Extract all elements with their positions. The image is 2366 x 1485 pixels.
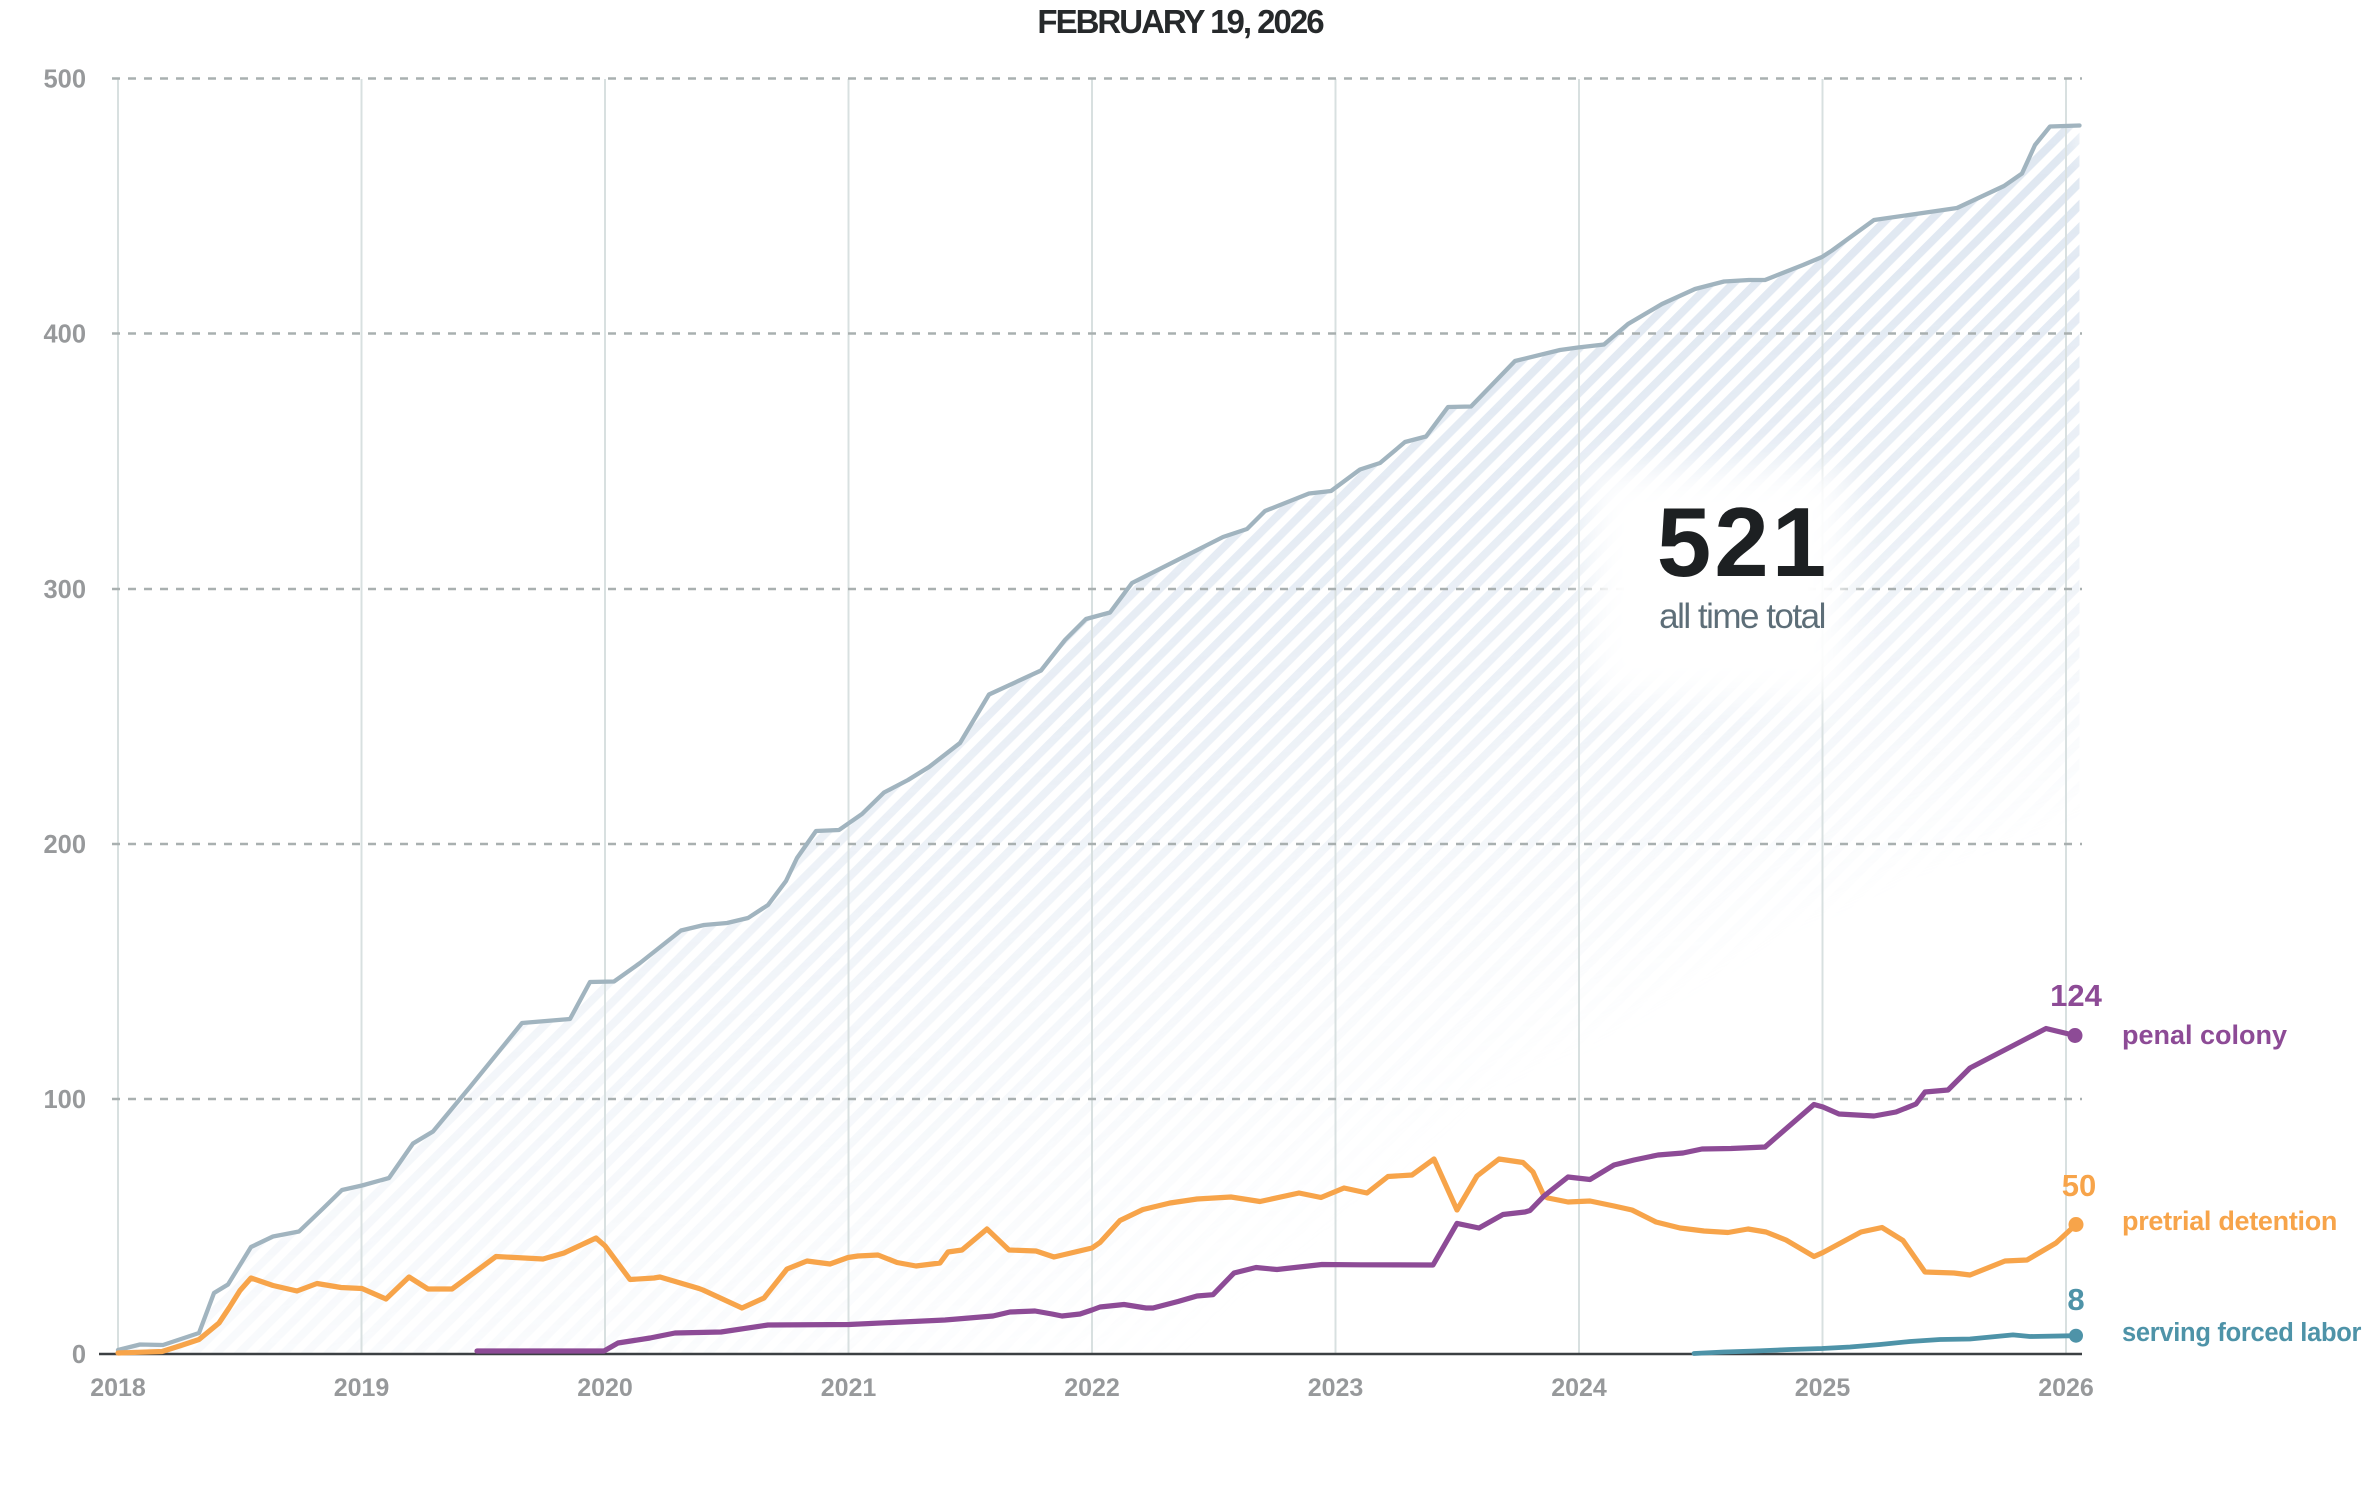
svg-text:100: 100 bbox=[43, 1086, 86, 1114]
svg-text:FEBRUARY 19, 2026: FEBRUARY 19, 2026 bbox=[1037, 3, 1324, 40]
svg-text:2018: 2018 bbox=[90, 1374, 146, 1402]
svg-text:2025: 2025 bbox=[1795, 1374, 1851, 1402]
svg-text:500: 500 bbox=[43, 66, 86, 94]
svg-text:2024: 2024 bbox=[1551, 1374, 1607, 1402]
svg-text:serving forced labor: serving forced labor bbox=[2122, 1319, 2362, 1347]
svg-text:2026: 2026 bbox=[2038, 1374, 2094, 1402]
svg-text:0: 0 bbox=[72, 1341, 86, 1369]
svg-text:50: 50 bbox=[2062, 1168, 2096, 1203]
svg-text:2020: 2020 bbox=[577, 1374, 633, 1402]
svg-text:2021: 2021 bbox=[821, 1374, 877, 1402]
svg-text:400: 400 bbox=[43, 321, 86, 349]
svg-text:521: 521 bbox=[1657, 487, 1830, 597]
svg-text:2019: 2019 bbox=[334, 1374, 390, 1402]
svg-text:pretrial detention: pretrial detention bbox=[2122, 1206, 2337, 1236]
svg-text:124: 124 bbox=[2050, 978, 2102, 1013]
svg-text:200: 200 bbox=[43, 831, 86, 859]
svg-text:8: 8 bbox=[2067, 1282, 2084, 1317]
svg-text:2022: 2022 bbox=[1064, 1374, 1120, 1402]
svg-text:300: 300 bbox=[43, 576, 86, 604]
svg-text:penal colony: penal colony bbox=[2122, 1020, 2287, 1050]
svg-text:2023: 2023 bbox=[1308, 1374, 1364, 1402]
svg-text:all time total: all time total bbox=[1659, 597, 1825, 636]
